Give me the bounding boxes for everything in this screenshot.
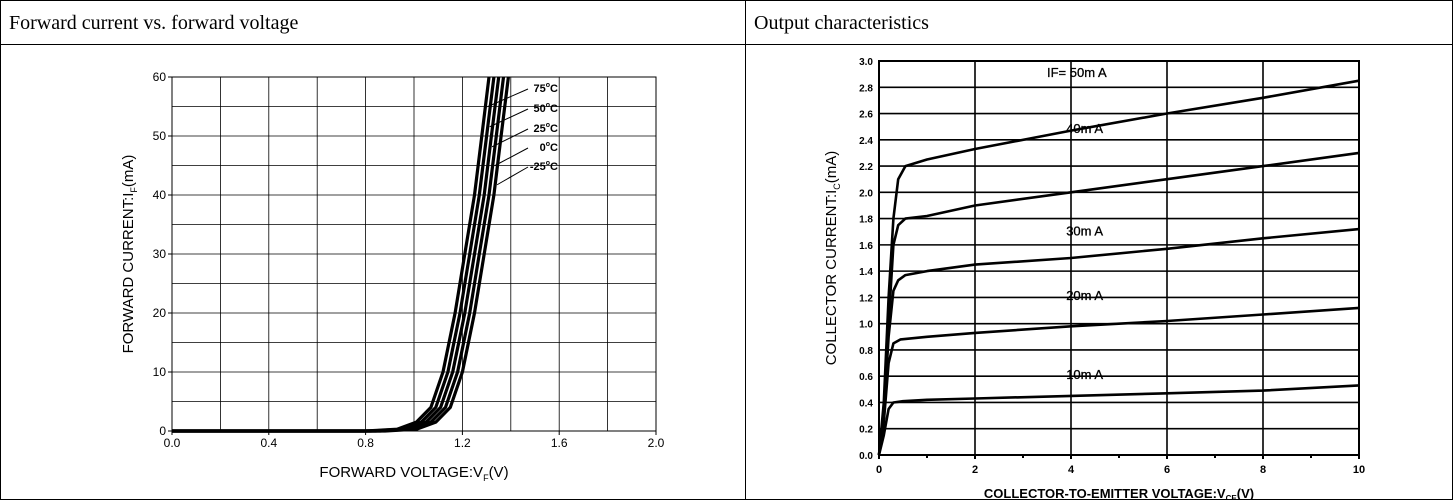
y-axis-label-unit: (mA): [823, 151, 840, 184]
y-tick-label: 1.8: [859, 215, 873, 226]
y-tick-label: 0: [159, 424, 166, 438]
x-tick-label: 0.4: [260, 436, 277, 450]
y-tick-label: 30: [153, 247, 167, 261]
x-tick-label: 0: [876, 464, 882, 476]
degree-symbol: o: [546, 160, 550, 167]
x-tick-label: 10: [1353, 464, 1365, 476]
output-characteristics-chart: 0 2 4 6 8 10 0.0 0.2 0.4 0.6 0.8 1.0 1.2 1.4 1.6 1.8 2.0…: [823, 57, 1365, 503]
curve-4: [172, 76, 510, 433]
right-header-cell: Output characteristics: [745, 0, 1453, 45]
y-tick-label: 20: [153, 306, 167, 320]
y-tick-label: 2.2: [859, 162, 873, 173]
x-axis-label-text: COLLECTOR-TO-EMITTER VOLTAGE:V: [984, 486, 1226, 499]
temperature-label-unit: C: [550, 103, 558, 115]
x-axis-label-subscript: F: [483, 473, 489, 483]
y-axis-label-text: FORWARD CURRENT:I: [120, 193, 137, 354]
temperature-label-value: 25: [534, 123, 546, 135]
right-panel-title: Output characteristics: [754, 12, 929, 34]
curve-4: [877, 384, 1360, 456]
degree-symbol: o: [546, 82, 550, 89]
forward-current-chart: 0.0 0.4 0.8 1.2 1.6 2.0 0 10 20 30 40 50 60 FORWARD V…: [120, 70, 665, 483]
y-tick-label: 1.4: [859, 267, 873, 278]
x-axis-label-text: FORWARD VOLTAGE:V: [319, 464, 483, 481]
y-tick-label: 0.4: [859, 398, 873, 409]
temperature-label-value: 50: [534, 103, 546, 115]
y-tick-label: 1.2: [859, 293, 873, 304]
temperature-leader-line: [491, 128, 529, 148]
y-tick-label: 3.0: [859, 57, 873, 68]
x-tick-label: 1.6: [551, 436, 568, 450]
y-tick-label: 10: [153, 365, 167, 379]
curve-3: [877, 306, 1360, 456]
y-tick-label: 1.6: [859, 241, 873, 252]
x-axis-label-unit: (V): [1237, 486, 1254, 499]
temperature-leader-line: [496, 166, 529, 186]
y-axis-label-subscript: F: [129, 187, 139, 193]
y-tick-label: 60: [153, 70, 167, 84]
right-chart-cell: 0 2 4 6 8 10 0.0 0.2 0.4 0.6 0.8 1.0 1.2 1.4 1.6 1.8 2.0…: [745, 44, 1453, 503]
y-tick-label: 2.4: [859, 136, 873, 147]
temperature-label: 25oC: [534, 122, 559, 135]
degree-symbol: o: [546, 141, 550, 148]
y-axis-label-subscript: C: [832, 183, 842, 190]
y-tick-label: 0.0: [859, 451, 873, 462]
temperature-label-value: -25: [530, 161, 546, 173]
y-tick-label: 2.8: [859, 83, 873, 94]
y-tick-label: 2.0: [859, 188, 873, 199]
left-panel-title: Forward current vs. forward voltage: [9, 12, 299, 34]
temperature-label: -25oC: [530, 160, 558, 173]
series-label: 30m A: [1066, 224, 1103, 239]
x-axis-label-unit: (V): [489, 464, 509, 481]
x-tick-label: 1.2: [454, 436, 471, 450]
x-tick-label: 2.0: [648, 436, 665, 450]
x-tick-label: 0.0: [164, 436, 181, 450]
curve-2: [877, 227, 1360, 456]
y-axis-label: COLLECTOR CURRENT:IC(mA): [823, 151, 842, 366]
temperature-label: 0oC: [540, 141, 558, 154]
y-axis-label-text: COLLECTOR CURRENT:I: [823, 190, 840, 366]
x-tick-label: 6: [1164, 464, 1170, 476]
x-tick-label: 2: [972, 464, 978, 476]
temperature-label-unit: C: [550, 142, 558, 154]
temperature-label-unit: C: [550, 83, 558, 95]
temperature-label-unit: C: [550, 161, 558, 173]
curve-0: [877, 79, 1360, 456]
x-tick-label: 4: [1068, 464, 1075, 476]
temperature-leader-line: [487, 88, 529, 108]
series-label: 40m A: [1066, 121, 1103, 136]
y-tick-label: 2.6: [859, 110, 873, 121]
temperature-label-unit: C: [550, 123, 558, 135]
degree-symbol: o: [546, 122, 550, 129]
x-axis-label-subscript: CE: [1226, 494, 1238, 499]
y-axis-label: FORWARD CURRENT:IF(mA): [120, 155, 139, 354]
degree-symbol: o: [546, 102, 550, 109]
y-tick-label: 50: [153, 129, 167, 143]
temperature-label-value: 0: [540, 142, 546, 154]
x-axis-label: FORWARD VOLTAGE:VF(V): [319, 464, 508, 483]
x-axis-label: COLLECTOR-TO-EMITTER VOLTAGE:VCE(V): [984, 486, 1254, 499]
temperature-label: 50oC: [534, 102, 559, 115]
y-tick-label: 40: [153, 188, 167, 202]
x-tick-label: 0.8: [357, 436, 374, 450]
series-label: 20m A: [1066, 288, 1103, 303]
y-tick-label: 0.8: [859, 346, 873, 357]
y-axis-label-unit: (mA): [120, 155, 137, 188]
series-label: 10m A: [1066, 367, 1103, 382]
y-tick-label: 0.6: [859, 372, 873, 383]
x-tick-label: 8: [1260, 464, 1266, 476]
y-tick-label: 0.2: [859, 425, 873, 436]
temperature-leader-line: [494, 147, 529, 167]
y-tick-label: 1.0: [859, 320, 873, 331]
temperature-label-value: 75: [534, 83, 546, 95]
temperature-label: 75oC: [534, 82, 559, 95]
left-chart-cell: 0.0 0.4 0.8 1.2 1.6 2.0 0 10 20 30 40 50 60 FORWARD V…: [0, 44, 746, 500]
left-header-cell: Forward current vs. forward voltage: [0, 0, 746, 45]
series-label: IF= 50m A: [1047, 65, 1107, 80]
temperature-leader-line: [489, 108, 529, 128]
